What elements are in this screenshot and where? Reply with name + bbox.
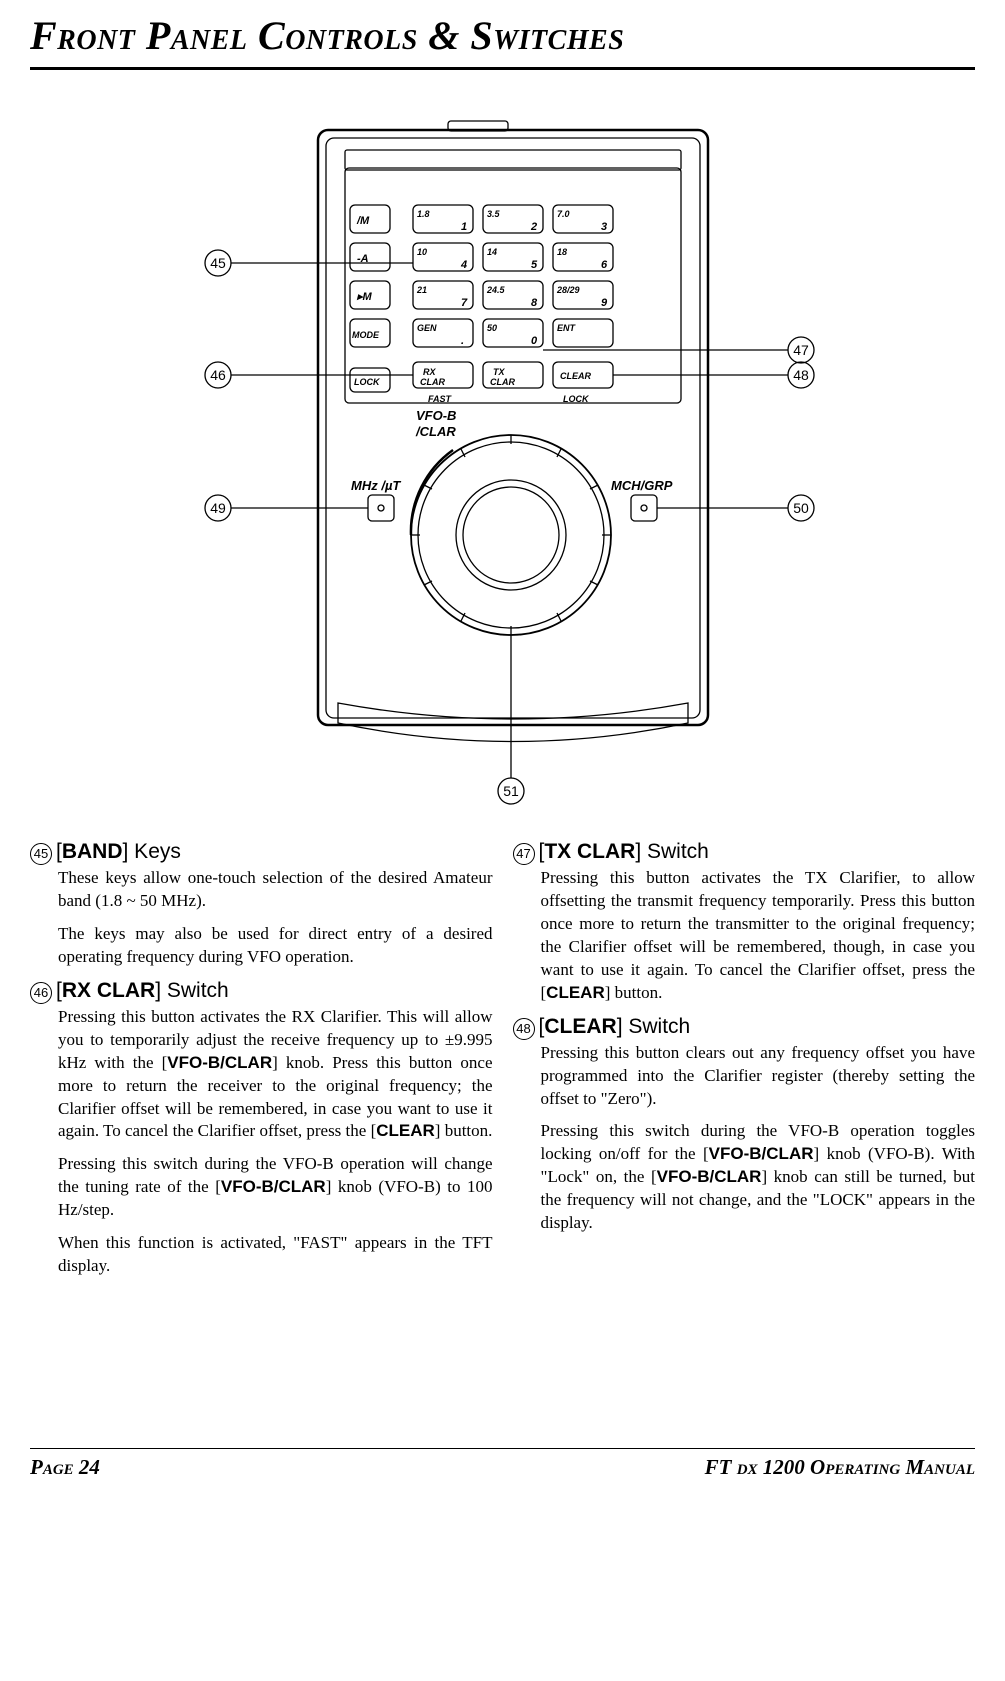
callout-number-45: 45 — [30, 843, 52, 865]
svg-text:2: 2 — [530, 221, 537, 233]
section-45-p1: These keys allow one-touch selection of … — [58, 867, 493, 913]
svg-text:0: 0 — [531, 335, 538, 347]
svg-text:RX: RX — [423, 367, 436, 377]
svg-text:GEN: GEN — [417, 323, 437, 333]
svg-text:8: 8 — [531, 297, 538, 309]
svg-text:VFO-B: VFO-B — [416, 408, 456, 423]
footer-manual: FT dx 1200 Operating Manual — [705, 1455, 975, 1480]
svg-text:7.0: 7.0 — [557, 209, 570, 219]
svg-text:MODE: MODE — [352, 330, 380, 340]
footer-page: Page 24 — [30, 1455, 100, 1480]
panel-diagram: .thin { stroke:#000; stroke-width:1.3; f… — [0, 70, 1005, 830]
page-title: Front Panel Controls & Switches — [0, 0, 1005, 67]
svg-text:TX: TX — [493, 367, 505, 377]
svg-text:LOCK: LOCK — [563, 394, 590, 404]
svg-text:51: 51 — [503, 783, 519, 799]
callout-number-47: 47 — [513, 843, 535, 865]
svg-text:45: 45 — [210, 255, 226, 271]
content-columns: 45 [BAND] Keys These keys allow one-touc… — [0, 830, 1005, 1308]
svg-text:4: 4 — [460, 259, 467, 271]
svg-text:5: 5 — [531, 259, 538, 271]
svg-text:14: 14 — [487, 247, 497, 257]
section-46-p2: Pressing this switch during the VFO-B op… — [58, 1153, 493, 1222]
section-46-head: 46 [RX CLAR] Switch — [30, 979, 493, 1004]
page-footer: Page 24 FT dx 1200 Operating Manual — [0, 1449, 1005, 1498]
svg-text:CLAR: CLAR — [490, 377, 515, 387]
callout-number-48: 48 — [513, 1018, 535, 1040]
section-46-p3: When this function is activated, "FAST" … — [58, 1232, 493, 1278]
keypad: 1.8 1 3.5 2 7.0 3 10 4 14 5 18 6 21 7 24… — [413, 205, 613, 347]
svg-text:24.5: 24.5 — [486, 285, 506, 295]
svg-text:▸M: ▸M — [356, 291, 373, 303]
svg-text:/CLAR: /CLAR — [415, 424, 456, 439]
svg-text:3: 3 — [601, 221, 607, 233]
section-45-p2: The keys may also be used for direct ent… — [58, 923, 493, 969]
svg-text:CLEAR: CLEAR — [560, 371, 591, 381]
left-column: 45 [BAND] Keys These keys allow one-touc… — [30, 838, 493, 1288]
svg-text:7: 7 — [461, 297, 468, 309]
section-48-p2: Pressing this switch during the VFO-B op… — [541, 1120, 976, 1235]
svg-text:47: 47 — [793, 342, 809, 358]
svg-text:48: 48 — [793, 367, 809, 383]
svg-text:LOCK: LOCK — [354, 377, 381, 387]
svg-text:/M: /M — [356, 215, 370, 227]
section-48-p1: Pressing this button clears out any freq… — [541, 1042, 976, 1111]
section-47-p1: Pressing this button activates the TX Cl… — [541, 867, 976, 1005]
section-47-head: 47 [TX CLAR] Switch — [513, 840, 976, 865]
svg-text:MCH/GRP: MCH/GRP — [611, 478, 673, 493]
svg-text:49: 49 — [210, 500, 226, 516]
section-48-title: [CLEAR] Switch — [539, 1015, 691, 1039]
svg-text:28/29: 28/29 — [556, 285, 580, 295]
clar-row: RX CLAR TX CLAR CLEAR — [413, 362, 613, 388]
svg-text:6: 6 — [601, 259, 608, 271]
section-46-p1: Pressing this button activates the RX Cl… — [58, 1006, 493, 1144]
spacer — [0, 1308, 1005, 1448]
svg-text:18: 18 — [557, 247, 567, 257]
svg-text:MHz /µT: MHz /µT — [351, 478, 401, 493]
svg-text:9: 9 — [601, 297, 608, 309]
svg-text:21: 21 — [416, 285, 427, 295]
svg-text:CLAR: CLAR — [420, 377, 445, 387]
svg-text:ENT: ENT — [557, 323, 577, 333]
svg-text:10: 10 — [417, 247, 427, 257]
svg-text:.: . — [461, 335, 464, 347]
svg-text:1: 1 — [461, 221, 467, 233]
right-column: 47 [TX CLAR] Switch Pressing this button… — [513, 838, 976, 1288]
svg-text:1.8: 1.8 — [417, 209, 430, 219]
section-46-title: [RX CLAR] Switch — [56, 979, 229, 1003]
svg-text:50: 50 — [487, 323, 497, 333]
svg-text:3.5: 3.5 — [487, 209, 501, 219]
callout-number-46: 46 — [30, 982, 52, 1004]
section-48-head: 48 [CLEAR] Switch — [513, 1015, 976, 1040]
section-45-title: [BAND] Keys — [56, 840, 181, 864]
svg-text:FAST: FAST — [428, 394, 453, 404]
side-btn-col: /M -A ▸M MODE LOCK — [350, 205, 390, 392]
svg-text:50: 50 — [793, 500, 809, 516]
section-45-head: 45 [BAND] Keys — [30, 840, 493, 865]
svg-text:46: 46 — [210, 367, 226, 383]
diagram-svg: .thin { stroke:#000; stroke-width:1.3; f… — [113, 95, 893, 815]
section-47-title: [TX CLAR] Switch — [539, 840, 709, 864]
